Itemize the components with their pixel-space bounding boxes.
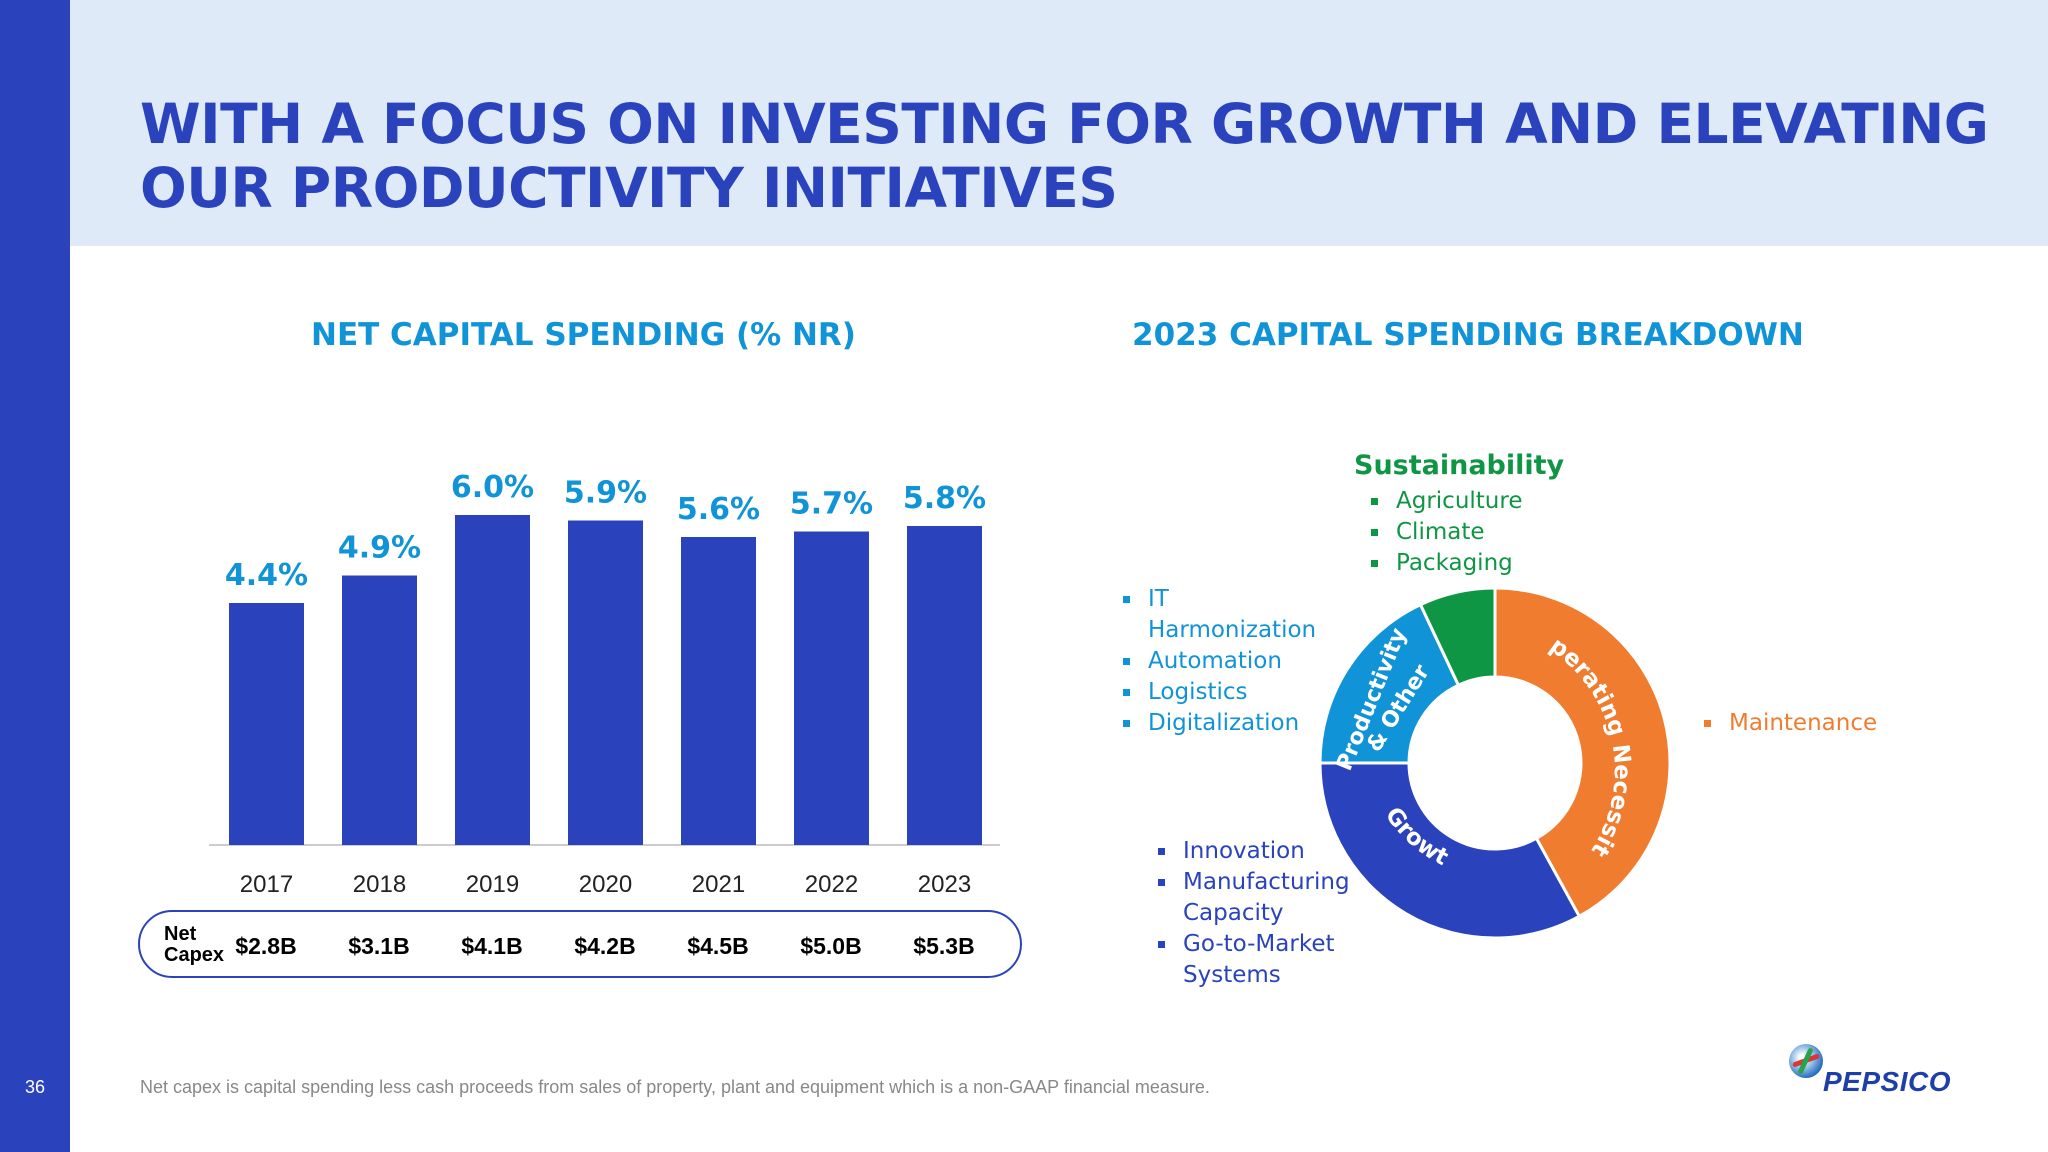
data-label-2022: 5.7%: [790, 487, 873, 522]
net-capex-label-line-1: Net: [164, 923, 197, 945]
net-capex-label: Net Capex: [164, 924, 224, 966]
data-label-2017: 4.4%: [225, 558, 308, 593]
bar-2022: [794, 531, 869, 845]
productivity-item: Logistics: [1118, 677, 1338, 708]
growth-slice-label: Growth: [0, 0, 1452, 871]
bar-2018: [342, 575, 417, 845]
productivity-items: IT Harmonization Automation Logistics Di…: [1118, 584, 1338, 739]
title-banner: [70, 0, 2048, 246]
net-capex-2018: $3.1B: [348, 933, 410, 959]
growth-slice-label-text: Growth: [0, 0, 1452, 871]
donut-slice-growth: [1318, 761, 1582, 940]
data-label-2021: 5.6%: [677, 492, 760, 527]
net-capex-2020: $4.2B: [574, 933, 636, 959]
operating-necessity-item: Maintenance: [1699, 708, 1877, 739]
pepsi-globe-icon: [1789, 1044, 1823, 1078]
sustainability-items: Agriculture Climate Packaging: [1366, 486, 1523, 579]
productivity-item: IT Harmonization: [1118, 584, 1338, 646]
x-tick-label-2022: 2022: [805, 871, 858, 898]
pepsico-logo: PEPSICO: [1785, 1040, 1985, 1100]
x-tick-label-2019: 2019: [466, 871, 519, 898]
net-capex-row: [138, 910, 1022, 978]
x-tick-label-2023: 2023: [918, 871, 971, 898]
growth-item: Innovation: [1153, 836, 1373, 867]
net-capex-2017: $2.8B: [235, 933, 297, 959]
donut-slice-sustainability: [1418, 586, 1497, 688]
sustainability-heading: Sustainability: [1354, 450, 1565, 481]
growth-item: Go-to-Market Systems: [1153, 929, 1373, 991]
footnote: Net capex is capital spending less cash …: [140, 1077, 1210, 1097]
productivity-item: Digitalization: [1118, 708, 1338, 739]
sustainability-item: Agriculture: [1366, 486, 1523, 517]
productivity-item: Automation: [1118, 646, 1338, 677]
x-tick-label-2017: 2017: [240, 871, 293, 898]
net-capex-2022: $5.0B: [800, 933, 862, 959]
slide-title: WITH A FOCUS ON INVESTING FOR GROWTH AND…: [140, 92, 2000, 220]
bar-chart-title: NET CAPITAL SPENDING (% NR): [311, 317, 856, 353]
page-number: 36: [24, 1077, 46, 1097]
bar-2019: [455, 515, 530, 845]
growth-items: Innovation Manufacturing Capacity Go-to-…: [1153, 836, 1373, 991]
net-capex-2019: $4.1B: [461, 933, 523, 959]
net-capex-2023: $5.3B: [913, 933, 975, 959]
slide-title-line-1: WITH A FOCUS ON INVESTING FOR GROWTH AND…: [140, 92, 1989, 156]
x-tick-label-2020: 2020: [579, 871, 632, 898]
donut-chart-title: 2023 CAPITAL SPENDING BREAKDOWN: [1132, 317, 1804, 353]
net-capex-2021: $4.5B: [687, 933, 749, 959]
bar-2020: [568, 520, 643, 845]
growth-item: Manufacturing Capacity: [1153, 867, 1373, 929]
data-label-2023: 5.8%: [903, 481, 986, 516]
bar-2021: [681, 537, 756, 845]
data-label-2020: 5.9%: [564, 476, 647, 511]
data-label-2019: 6.0%: [451, 470, 534, 505]
donut-slice-operating-necessity: [1493, 586, 1672, 919]
slide-title-line-2: OUR PRODUCTIVITY INITIATIVES: [140, 156, 1118, 220]
bar-2017: [229, 603, 304, 845]
donut-slice-productivity-other: [1318, 602, 1461, 765]
x-tick-label-2018: 2018: [353, 871, 406, 898]
sustainability-item: Packaging: [1366, 548, 1523, 579]
data-label-2018: 4.9%: [338, 531, 421, 566]
operating-necessity-items: Maintenance: [1699, 708, 1877, 739]
net-capex-label-line-2: Capex: [164, 944, 225, 966]
left-accent-bar: [0, 0, 70, 1152]
sustainability-item: Climate: [1366, 517, 1523, 548]
x-tick-label-2021: 2021: [692, 871, 745, 898]
pepsico-logo-text: PEPSICO: [1823, 1066, 1951, 1097]
bar-2023: [907, 526, 982, 845]
